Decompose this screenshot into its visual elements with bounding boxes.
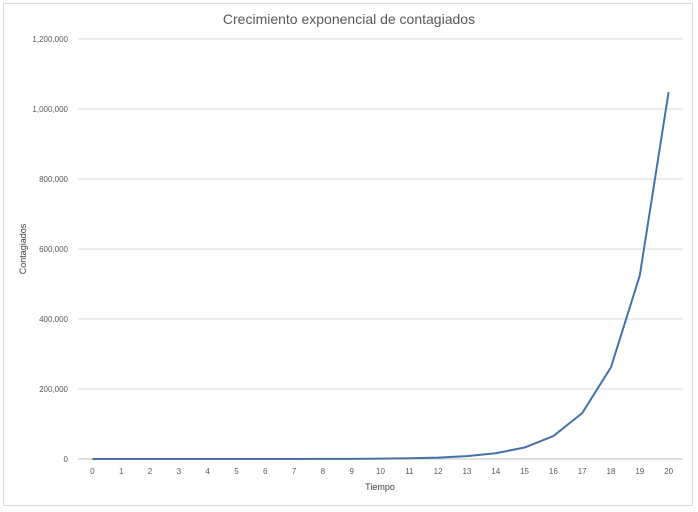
x-tick-label: 18 (607, 467, 616, 476)
x-tick-label: 6 (263, 467, 268, 476)
y-axis-ticks: 0 200,000 400,000 600,000 800,000 1,000,000 1,… (32, 35, 68, 464)
x-tick-label: 19 (635, 467, 644, 476)
x-tick-label: 0 (90, 467, 95, 476)
x-tick-label: 15 (520, 467, 529, 476)
y-axis-label: Contagiados (18, 223, 28, 274)
y-tick-label: 1,000,000 (32, 105, 68, 114)
y-tick-label: 200,000 (39, 385, 68, 394)
x-tick-label: 10 (376, 467, 385, 476)
x-tick-label: 4 (205, 467, 210, 476)
y-tick-label: 600,000 (39, 245, 68, 254)
x-axis-label: Tiempo (365, 482, 395, 492)
x-tick-label: 9 (349, 467, 354, 476)
series-line (92, 91, 670, 460)
x-tick-label: 20 (664, 467, 673, 476)
x-tick-label: 8 (321, 467, 326, 476)
x-tick-label: 7 (292, 467, 297, 476)
x-tick-label: 16 (549, 467, 558, 476)
x-tick-label: 11 (405, 467, 414, 476)
y-tick-label: 800,000 (39, 175, 68, 184)
x-tick-label: 5 (234, 467, 239, 476)
chart-title: Crecimiento exponencial de contagiados (223, 11, 475, 27)
x-tick-label: 3 (177, 467, 182, 476)
y-tick-label: 400,000 (39, 315, 68, 324)
gridlines (78, 38, 683, 390)
chart-frame (3, 3, 693, 506)
x-tick-label: 12 (434, 467, 443, 476)
x-axis-ticks: 0 1 2 3 4 5 6 7 8 9 10 11 12 13 14 15 16 17 18 19 20 (90, 467, 673, 476)
y-tick-label: 1,200,000 (32, 35, 68, 44)
y-tick-label: 0 (64, 455, 69, 464)
x-tick-label: 2 (148, 467, 153, 476)
x-tick-label: 14 (491, 467, 500, 476)
x-tick-label: 1 (119, 467, 124, 476)
x-tick-label: 17 (578, 467, 587, 476)
x-tick-label: 13 (462, 467, 471, 476)
